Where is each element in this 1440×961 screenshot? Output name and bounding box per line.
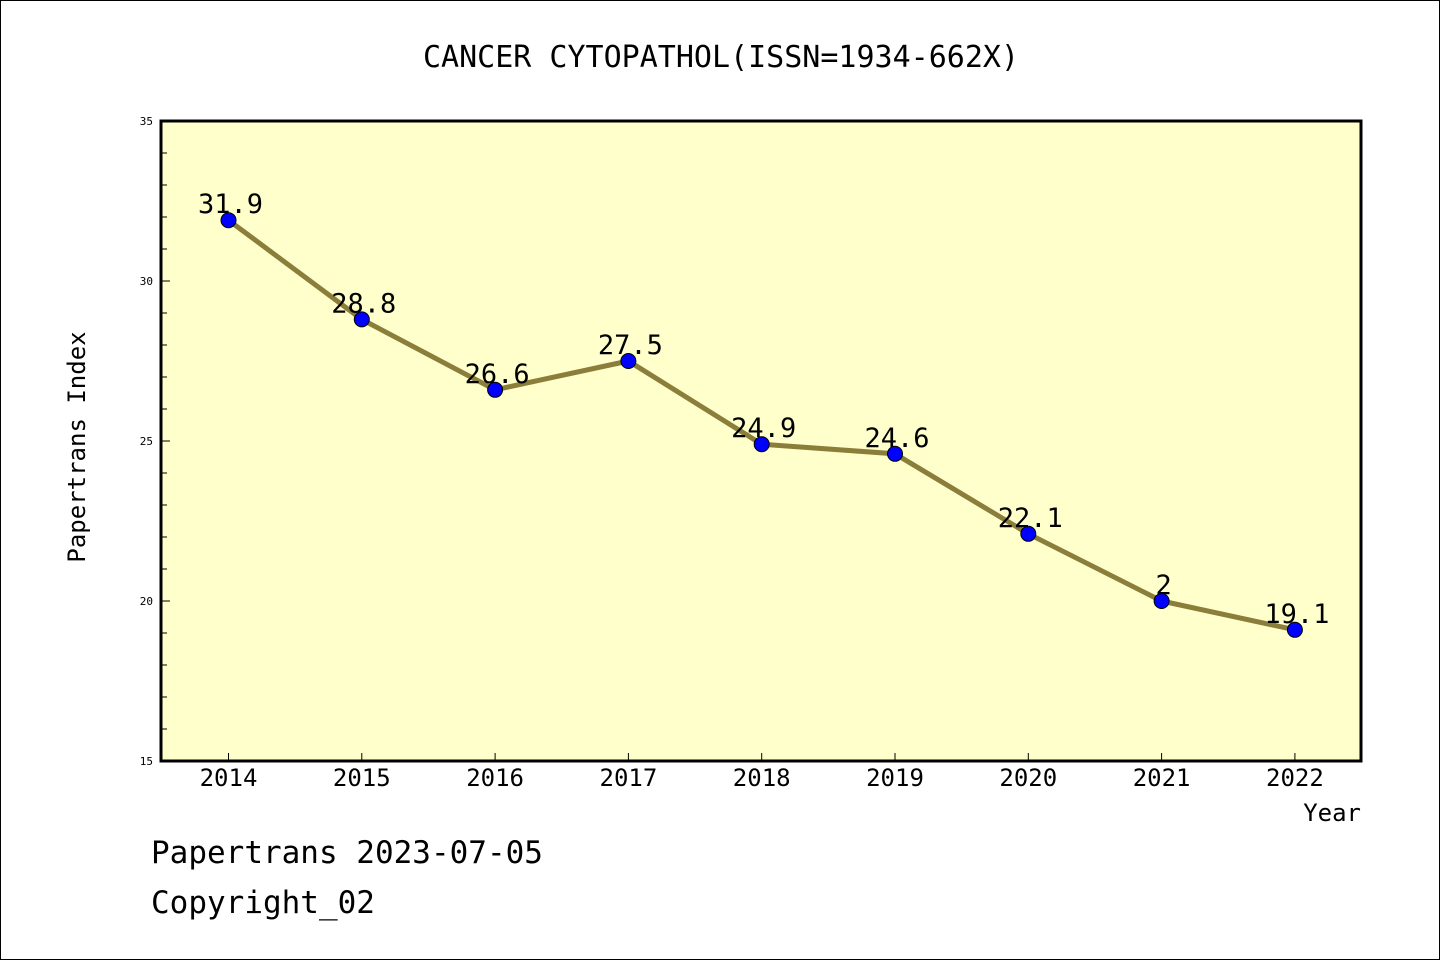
x-tick-label: 2017 (600, 764, 658, 792)
data-point (620, 353, 637, 369)
data-point (1286, 621, 1303, 638)
y-tick-label: 15 (140, 755, 153, 768)
footer-copyright: Copyright_02 (151, 885, 375, 921)
x-tick-label: 2015 (333, 764, 391, 792)
data-point (1153, 593, 1170, 609)
data-label: 22.1 (998, 503, 1063, 534)
data-label: 2 (1155, 570, 1171, 601)
data-point (1020, 525, 1037, 542)
x-tick-label: 2016 (466, 764, 524, 792)
data-label: 19.1 (1264, 599, 1329, 630)
data-label: 27.5 (598, 330, 663, 361)
y-tick-label: 20 (140, 595, 153, 608)
data-label: 24.9 (731, 413, 796, 444)
y-axis-label: Papertrans Index (63, 331, 91, 562)
data-point (353, 311, 370, 328)
x-axis-label: Year (1303, 799, 1361, 827)
data-label: 28.8 (331, 288, 396, 319)
data-point (887, 445, 903, 462)
y-axis: 15 20 25 30 35 (140, 115, 170, 768)
data-point (487, 381, 504, 398)
data-point (220, 212, 237, 229)
data-label: 24.6 (864, 423, 929, 454)
data-labels: 31.9 28.8 26.6 27.5 24.9 24.6 22.1 2 19.1 (198, 189, 1329, 630)
y-tick-label: 25 (140, 435, 153, 448)
x-tick-label: 2021 (1133, 764, 1191, 792)
x-tick-label: 2018 (733, 764, 791, 792)
x-tick-label: 2022 (1266, 764, 1324, 792)
data-label: 31.9 (198, 189, 263, 220)
x-tick-label: 2014 (200, 764, 258, 792)
chart-title: CANCER CYTOPATHOL(ISSN=1934-662X) (423, 40, 1019, 75)
x-tick-label: 2020 (999, 764, 1057, 792)
data-points (220, 212, 1303, 638)
y-tick-label: 30 (140, 275, 153, 288)
data-point (753, 436, 770, 453)
x-axis: 2014 2015 2016 2017 2018 2019 2020 2021 2022 (200, 753, 1324, 792)
data-label: 26.6 (465, 359, 530, 390)
y-tick-label: 35 (140, 115, 153, 128)
x-tick-label: 2019 (866, 764, 924, 792)
footer-date: Papertrans 2023-07-05 (151, 835, 543, 871)
